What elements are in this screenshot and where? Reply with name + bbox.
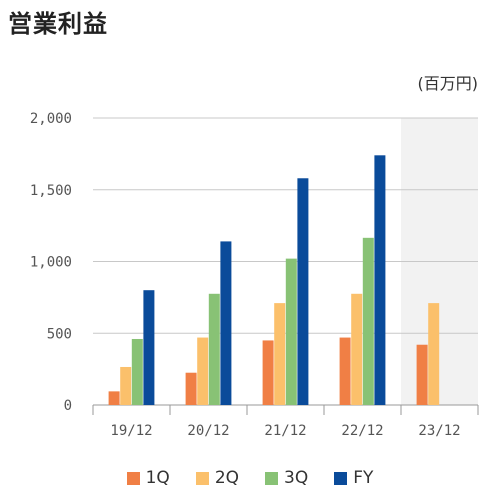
bar-1q-22-12	[339, 337, 351, 405]
legend-item-fy: FY	[334, 468, 373, 488]
chart-title: 営業利益	[8, 10, 108, 38]
bar-3q-20-12	[208, 293, 220, 405]
legend: 1Q 2Q 3Q FY	[0, 468, 500, 488]
legend-swatch	[334, 471, 348, 485]
legend-item-2q: 2Q	[195, 468, 240, 488]
legend-swatch	[195, 471, 209, 485]
bar-chart: 0 500 1,000 1,500 2,000 19/12 20/12 21/12 22/12 2…	[30, 111, 479, 439]
bar-2q-21-12	[274, 303, 286, 405]
y-tick-label: 500	[47, 326, 72, 342]
bar-2q-20-12	[197, 337, 209, 405]
x-tick-label: 22/12	[341, 423, 383, 439]
bar-3q-19-12	[131, 338, 143, 405]
x-tick-label: 20/12	[187, 423, 229, 439]
x-tick-label: 23/12	[418, 423, 460, 439]
bar-fy-20-12	[220, 241, 232, 405]
bar-fy-22-12	[374, 155, 386, 405]
legend-item-3q: 3Q	[265, 468, 308, 488]
bar-2q-22-12	[351, 293, 363, 405]
legend-item-1q: 1Q	[126, 468, 170, 488]
unit-label: (百万円)	[417, 74, 479, 93]
bar-2q-23-12	[428, 303, 440, 405]
y-tick-label: 2,000	[30, 111, 72, 127]
bar-fy-19-12	[143, 290, 155, 405]
bar-1q-19-12	[108, 391, 120, 405]
legend-label: 2Q	[214, 468, 240, 488]
y-tick-label: 1,500	[30, 183, 72, 199]
legend-swatch	[265, 471, 279, 485]
y-tick-label: 1,000	[30, 255, 72, 271]
legend-label: 3Q	[284, 468, 309, 488]
legend-swatch	[126, 471, 140, 485]
x-tick-label: 21/12	[264, 423, 306, 439]
bar-2q-19-12	[120, 366, 132, 405]
legend-label: FY	[353, 468, 374, 488]
bar-1q-20-12	[185, 372, 197, 405]
legend-label: 1Q	[145, 468, 170, 488]
bar-fy-21-12	[297, 178, 309, 405]
bar-1q-21-12	[262, 340, 274, 405]
bar-3q-21-12	[285, 258, 297, 405]
x-tick-label: 19/12	[110, 423, 152, 439]
y-tick-label: 0	[64, 398, 72, 414]
bar-3q-22-12	[362, 237, 374, 405]
bar-1q-23-12	[416, 344, 428, 405]
